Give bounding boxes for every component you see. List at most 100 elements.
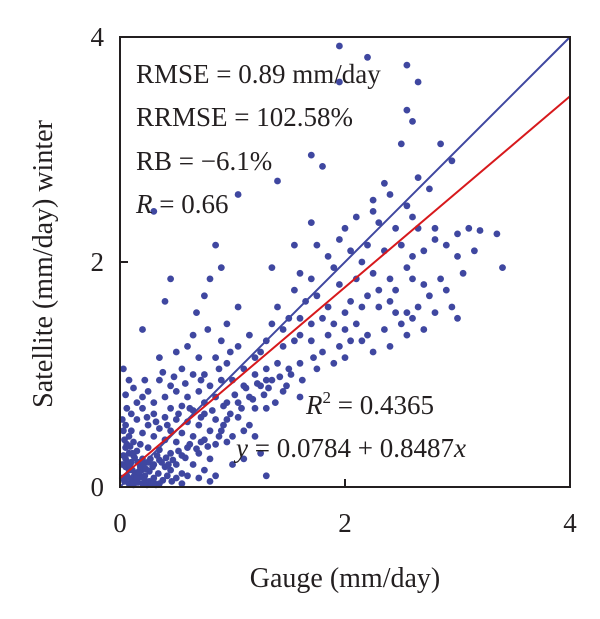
data-point (319, 163, 326, 170)
data-point (242, 384, 250, 392)
axis-ticks (119, 36, 571, 488)
data-point (307, 275, 315, 283)
data-point (409, 118, 416, 125)
data-point (454, 230, 461, 238)
data-point (437, 275, 444, 283)
data-point (336, 42, 343, 50)
data-point (220, 421, 227, 429)
data-point (454, 314, 461, 322)
data-point (375, 303, 383, 311)
data-point (240, 427, 248, 435)
data-point (454, 253, 461, 260)
data-point (217, 337, 225, 345)
data-point (161, 298, 169, 305)
data-point (178, 365, 186, 373)
data-point (392, 224, 399, 232)
data-point (403, 202, 411, 210)
data-point (257, 348, 264, 356)
data-point (341, 309, 349, 316)
data-point (150, 399, 158, 406)
data-point (279, 326, 287, 333)
regression-equation: y = 0.0784 + 0.8487x (233, 433, 466, 463)
data-point (204, 443, 212, 450)
data-point (206, 427, 214, 435)
data-point (161, 413, 169, 421)
data-point (223, 416, 231, 423)
data-point (189, 461, 197, 468)
data-point (414, 174, 422, 182)
data-point (493, 230, 501, 238)
data-point (257, 449, 264, 457)
data-point (186, 440, 194, 448)
data-point (156, 354, 163, 361)
data-point (375, 219, 383, 227)
fit-line (119, 95, 571, 479)
data-point (279, 388, 287, 395)
data-point (144, 388, 152, 395)
data-point (268, 376, 276, 384)
data-point (172, 438, 180, 446)
equation-x: x (453, 433, 466, 463)
data-point (249, 395, 257, 403)
data-point (476, 227, 484, 234)
data-point (162, 454, 170, 462)
data-point (156, 480, 163, 487)
data-point (459, 269, 467, 277)
data-point (167, 382, 175, 390)
data-point (212, 241, 220, 249)
data-point (403, 264, 411, 271)
data-point (279, 343, 287, 350)
data-point (352, 320, 360, 328)
data-point (251, 433, 259, 440)
equation-y: y (233, 433, 248, 463)
data-point (197, 413, 205, 421)
data-point (201, 371, 208, 378)
data-point (184, 393, 191, 401)
data-point (156, 376, 163, 384)
data-point (126, 443, 134, 450)
data-point (206, 382, 214, 390)
data-point (307, 337, 315, 345)
data-point (341, 354, 349, 361)
data-point (234, 399, 242, 406)
data-point (465, 224, 473, 232)
data-point (296, 359, 304, 367)
data-point (307, 320, 315, 328)
data-point (341, 326, 349, 333)
data-point (175, 447, 182, 455)
data-point (420, 281, 428, 288)
data-point (156, 425, 163, 432)
data-point (364, 241, 371, 249)
data-point (274, 177, 281, 185)
data-point (223, 359, 231, 367)
x-tick-label: 4 (563, 508, 577, 538)
y-axis-title: Satellite (mm/day) winter (28, 119, 59, 407)
data-point (142, 465, 150, 473)
data-point (120, 427, 127, 435)
data-point (143, 413, 151, 421)
data-point (268, 320, 276, 328)
data-point (341, 224, 349, 232)
data-point (262, 365, 270, 373)
data-point (123, 404, 131, 412)
data-point (253, 380, 261, 387)
data-point (431, 224, 439, 232)
data-point (336, 281, 343, 288)
data-point (310, 354, 317, 361)
data-point (307, 151, 315, 159)
data-point (313, 292, 321, 300)
data-point (397, 140, 405, 148)
data-point (189, 371, 197, 378)
data-point (181, 380, 189, 387)
data-point (437, 140, 444, 148)
data-point (154, 470, 162, 477)
data-point (364, 53, 371, 61)
equation-body: = 0.0784 + 0.8487 (248, 433, 454, 463)
data-point (271, 399, 279, 406)
data-point (392, 286, 399, 294)
data-point (184, 472, 191, 480)
r-annotation: R = 0.66 (135, 189, 228, 219)
data-point (403, 331, 411, 339)
data-point (229, 461, 236, 468)
